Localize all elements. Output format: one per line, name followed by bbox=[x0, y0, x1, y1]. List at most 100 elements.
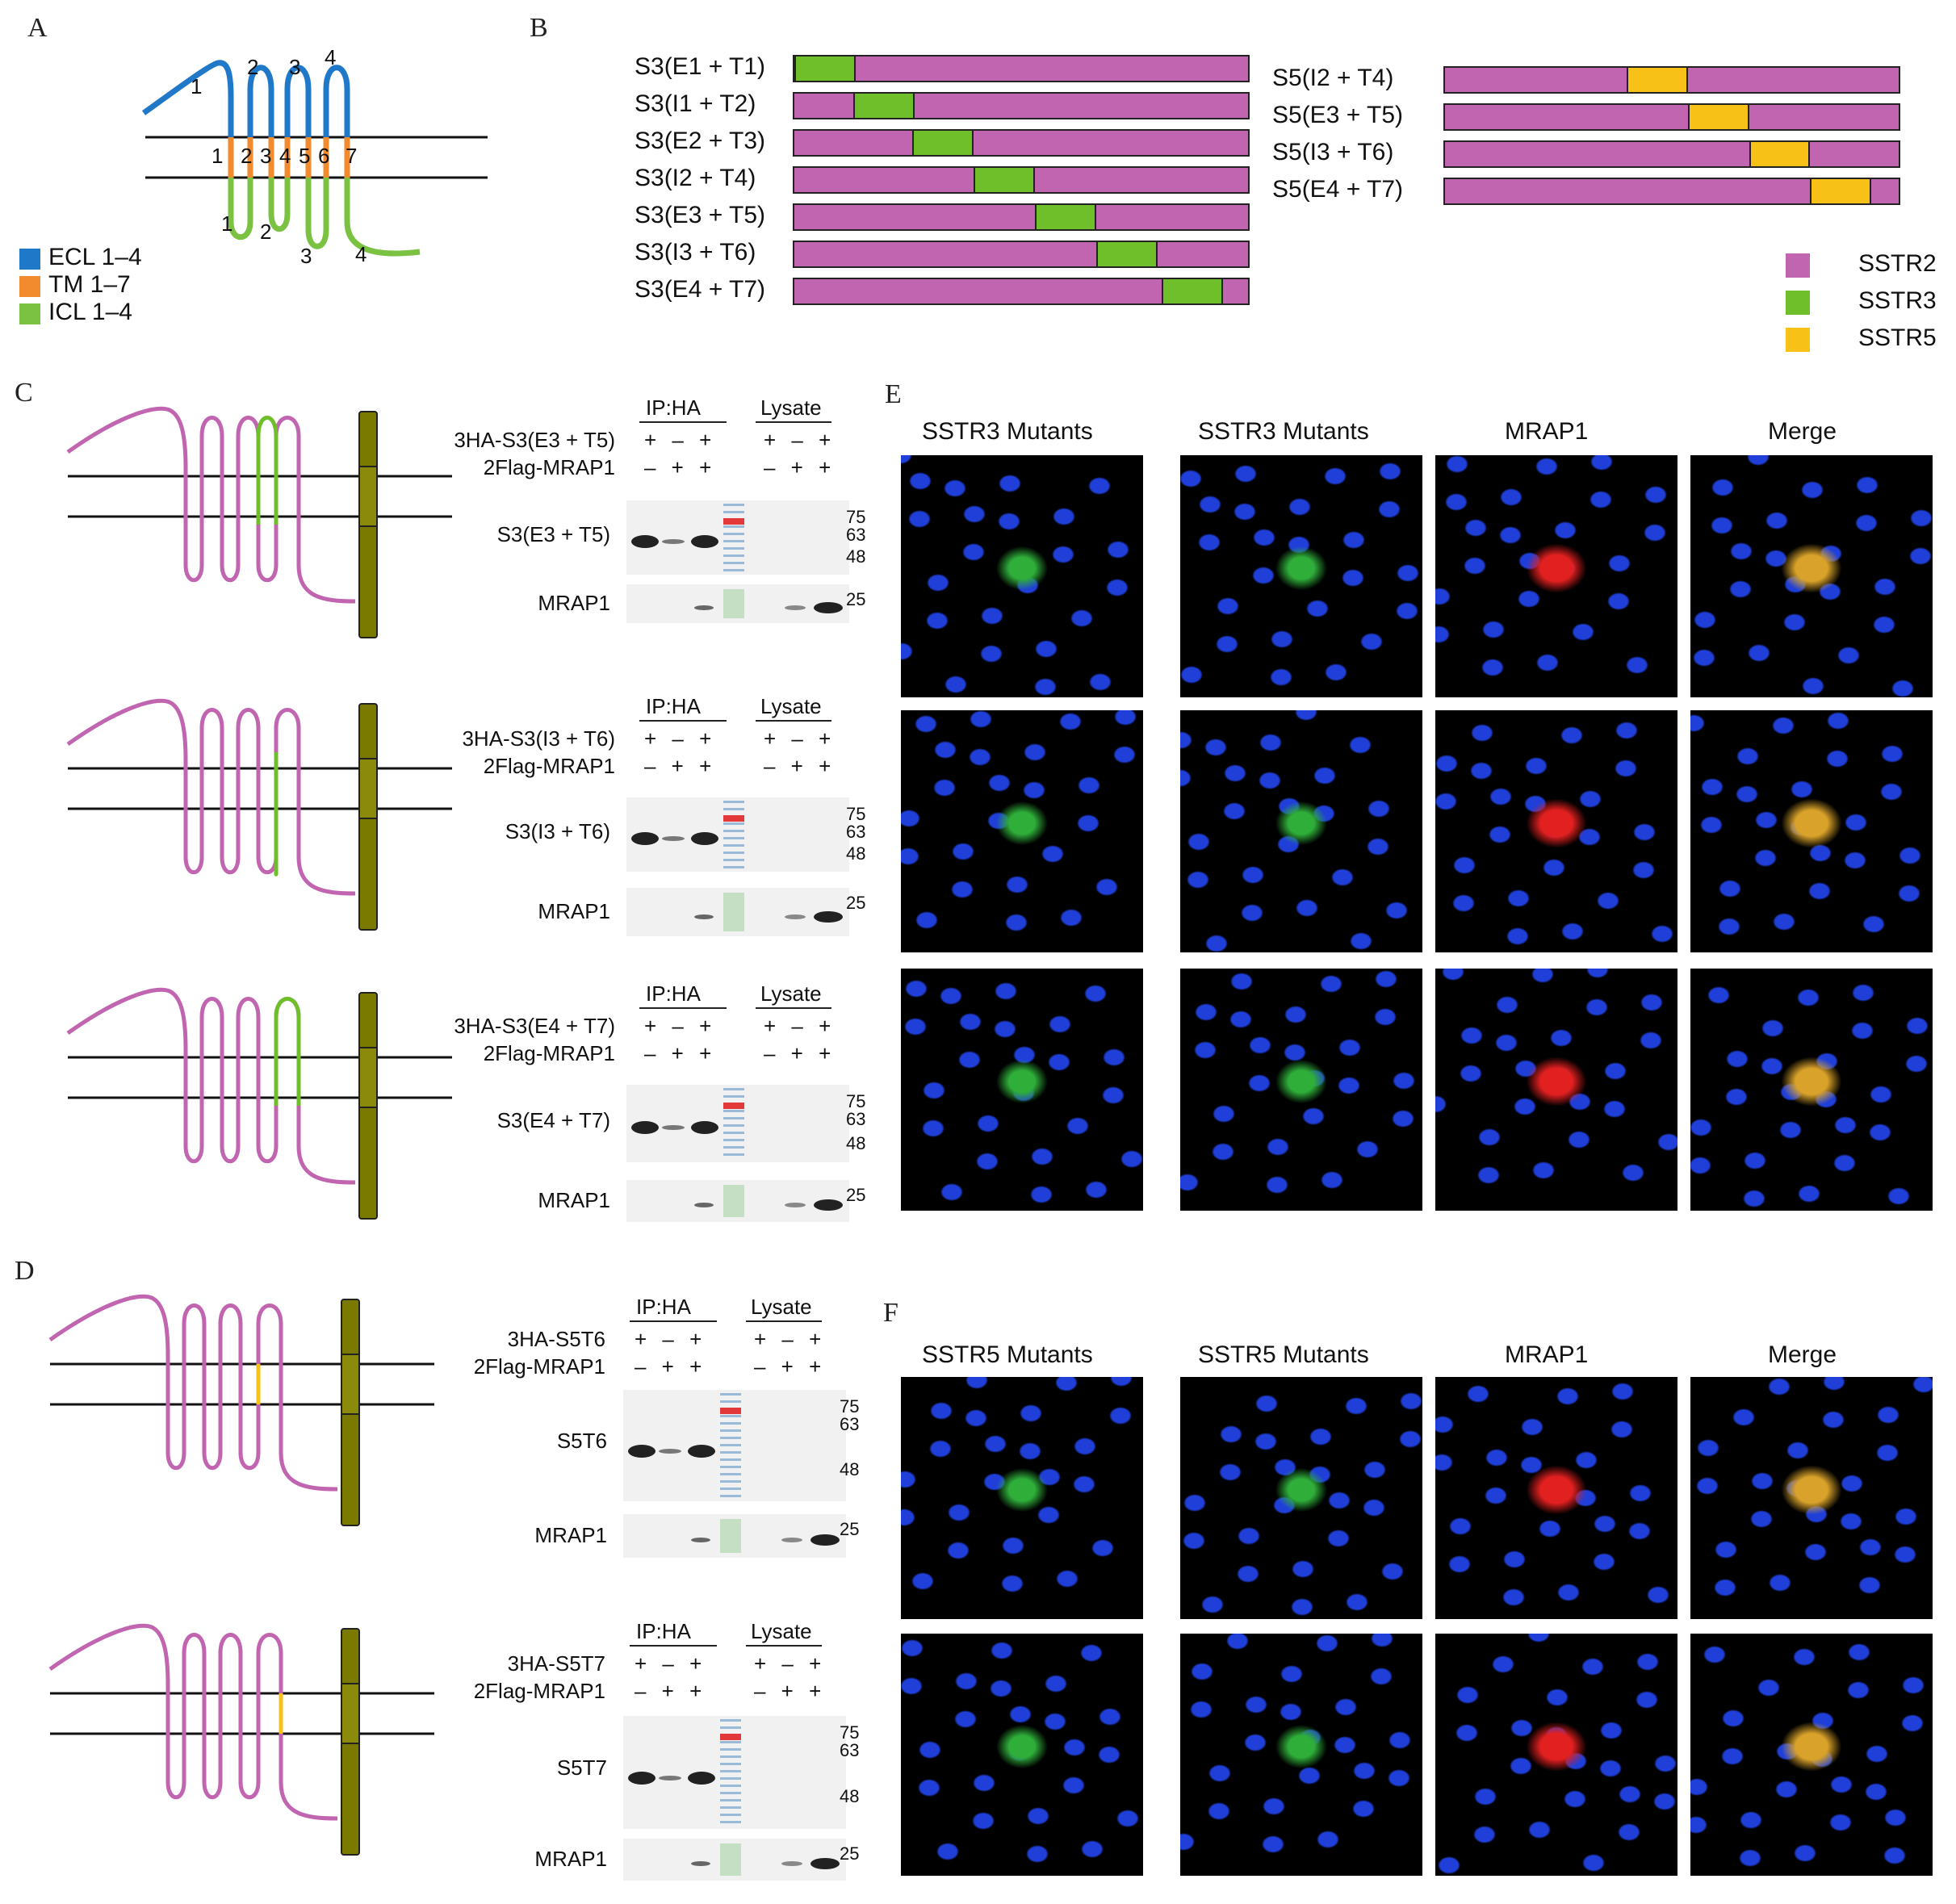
band bbox=[785, 1203, 806, 1208]
ip-sign-row-1: + – + bbox=[644, 1014, 717, 1038]
swapped-domain-segment bbox=[1095, 242, 1158, 266]
mw-marker: 63 bbox=[840, 1740, 860, 1760]
lysate-sign-row-1: + – + bbox=[764, 726, 836, 751]
receptor-band-label: S3(I3 + T6) bbox=[505, 819, 610, 844]
lysate-sign-row-2: – + + bbox=[764, 1041, 836, 1065]
band bbox=[814, 601, 843, 613]
e-header-2: SSTR3 Mutants bbox=[1198, 418, 1369, 445]
sstr5-legend-swatch bbox=[1786, 328, 1810, 352]
mw-marker: 48 bbox=[846, 843, 866, 864]
band bbox=[694, 914, 714, 919]
band bbox=[814, 1199, 843, 1211]
panel-label-f: F bbox=[883, 1298, 898, 1328]
ip-sign-row-1: + – + bbox=[644, 428, 717, 452]
chimera-bar bbox=[1443, 178, 1900, 205]
mrap1-band-label: MRAP1 bbox=[534, 1847, 607, 1871]
mw-marker: 75 bbox=[846, 507, 866, 527]
gpcr-topology-diagram bbox=[141, 60, 488, 257]
ip-sign-row-2: – + + bbox=[644, 754, 717, 778]
chimera-label: S3(E4 + T7) bbox=[635, 276, 766, 303]
band bbox=[659, 1448, 681, 1454]
mrap1-band-label: MRAP1 bbox=[538, 591, 610, 615]
swapped-domain-segment bbox=[1034, 205, 1096, 229]
construct-label: 3HA-S3(E4 + T7) bbox=[454, 1014, 615, 1038]
ip-header: IP:HA bbox=[646, 694, 701, 718]
micrograph bbox=[1435, 455, 1677, 697]
ladder-red-band bbox=[720, 1408, 741, 1414]
micrograph bbox=[1690, 710, 1933, 952]
lysate-header: Lysate bbox=[751, 1295, 812, 1319]
chimera-bar bbox=[1443, 66, 1900, 94]
receptor-band-label: S3(E3 + T5) bbox=[496, 522, 610, 547]
band bbox=[691, 1538, 710, 1543]
panel-label-a: A bbox=[27, 13, 48, 43]
lysate-sign-row-1: + – + bbox=[764, 428, 836, 452]
icl-number: 4 bbox=[355, 242, 367, 266]
micrograph bbox=[1435, 1634, 1677, 1876]
f-header-1: SSTR5 Mutants bbox=[922, 1341, 1093, 1368]
band bbox=[785, 605, 806, 610]
icl-number: 1 bbox=[221, 211, 233, 236]
chimera-label: S3(E3 + T5) bbox=[635, 202, 766, 228]
ladder-green bbox=[723, 589, 744, 618]
lysate-sign-row-1: + – + bbox=[754, 1327, 827, 1351]
ladder-red-band bbox=[720, 1734, 741, 1740]
ecl-number: 4 bbox=[325, 45, 337, 69]
micrograph bbox=[1180, 1377, 1422, 1619]
lysate-header: Lysate bbox=[760, 395, 822, 420]
sstr3-legend-swatch bbox=[1786, 291, 1810, 315]
band bbox=[631, 831, 659, 845]
receptor-mrap1-schematic bbox=[48, 1294, 434, 1526]
mw-marker: 25 bbox=[846, 1185, 866, 1205]
micrograph bbox=[901, 710, 1143, 952]
ip-underline bbox=[630, 1320, 717, 1322]
partner-label: 2Flag-MRAP1 bbox=[483, 455, 615, 479]
partner-label: 2Flag-MRAP1 bbox=[483, 754, 615, 778]
band bbox=[781, 1538, 802, 1543]
chimera-bar bbox=[793, 278, 1250, 305]
micrograph bbox=[1180, 710, 1422, 952]
tm-number: 7 bbox=[346, 144, 358, 168]
e-header-4: Merge bbox=[1768, 418, 1837, 445]
receptor-mrap1-schematic bbox=[66, 698, 452, 931]
ip-underline bbox=[639, 720, 727, 722]
band bbox=[659, 1776, 681, 1781]
ip-header: IP:HA bbox=[646, 981, 701, 1006]
construct-label: 3HA-S3(I3 + T6) bbox=[462, 726, 615, 751]
ip-sign-row-1: + – + bbox=[635, 1651, 707, 1676]
band bbox=[691, 1120, 718, 1134]
swapped-domain-segment bbox=[1162, 279, 1224, 303]
lysate-sign-row-2: – + + bbox=[764, 455, 836, 479]
micrograph bbox=[1180, 1634, 1422, 1876]
ladder-lane bbox=[723, 1088, 744, 1159]
ladder-green bbox=[723, 893, 744, 931]
chimera-bar bbox=[793, 92, 1250, 119]
band bbox=[691, 534, 718, 548]
swapped-domain-segment bbox=[853, 94, 915, 118]
sstr2-legend-label: SSTR2 bbox=[1858, 250, 1937, 277]
panel-label-e: E bbox=[885, 379, 902, 409]
swapped-domain-segment bbox=[973, 168, 1035, 192]
mw-marker: 63 bbox=[846, 822, 866, 842]
micrograph bbox=[1690, 455, 1933, 697]
swapped-domain-segment bbox=[1749, 142, 1811, 166]
swapped-domain-segment bbox=[912, 131, 974, 155]
swapped-domain-segment bbox=[1626, 68, 1688, 92]
band bbox=[631, 1120, 659, 1134]
lysate-header: Lysate bbox=[760, 981, 822, 1006]
band bbox=[781, 1861, 802, 1867]
sstr5-legend-label: SSTR5 bbox=[1858, 324, 1937, 351]
micrograph bbox=[1690, 1634, 1933, 1876]
micrograph bbox=[901, 1377, 1143, 1619]
band bbox=[662, 835, 685, 841]
micrograph bbox=[1180, 969, 1422, 1211]
lysate-sign-row-1: + – + bbox=[754, 1651, 827, 1676]
tm-number: 1 bbox=[212, 144, 224, 168]
mw-marker: 75 bbox=[846, 804, 866, 824]
ecl-legend-swatch bbox=[19, 249, 40, 270]
band bbox=[814, 911, 843, 923]
lysate-underline bbox=[756, 421, 831, 423]
ladder-lane bbox=[723, 801, 744, 868]
receptor-mrap1-schematic bbox=[66, 987, 452, 1220]
ip-sign-row-1: + – + bbox=[635, 1327, 707, 1351]
